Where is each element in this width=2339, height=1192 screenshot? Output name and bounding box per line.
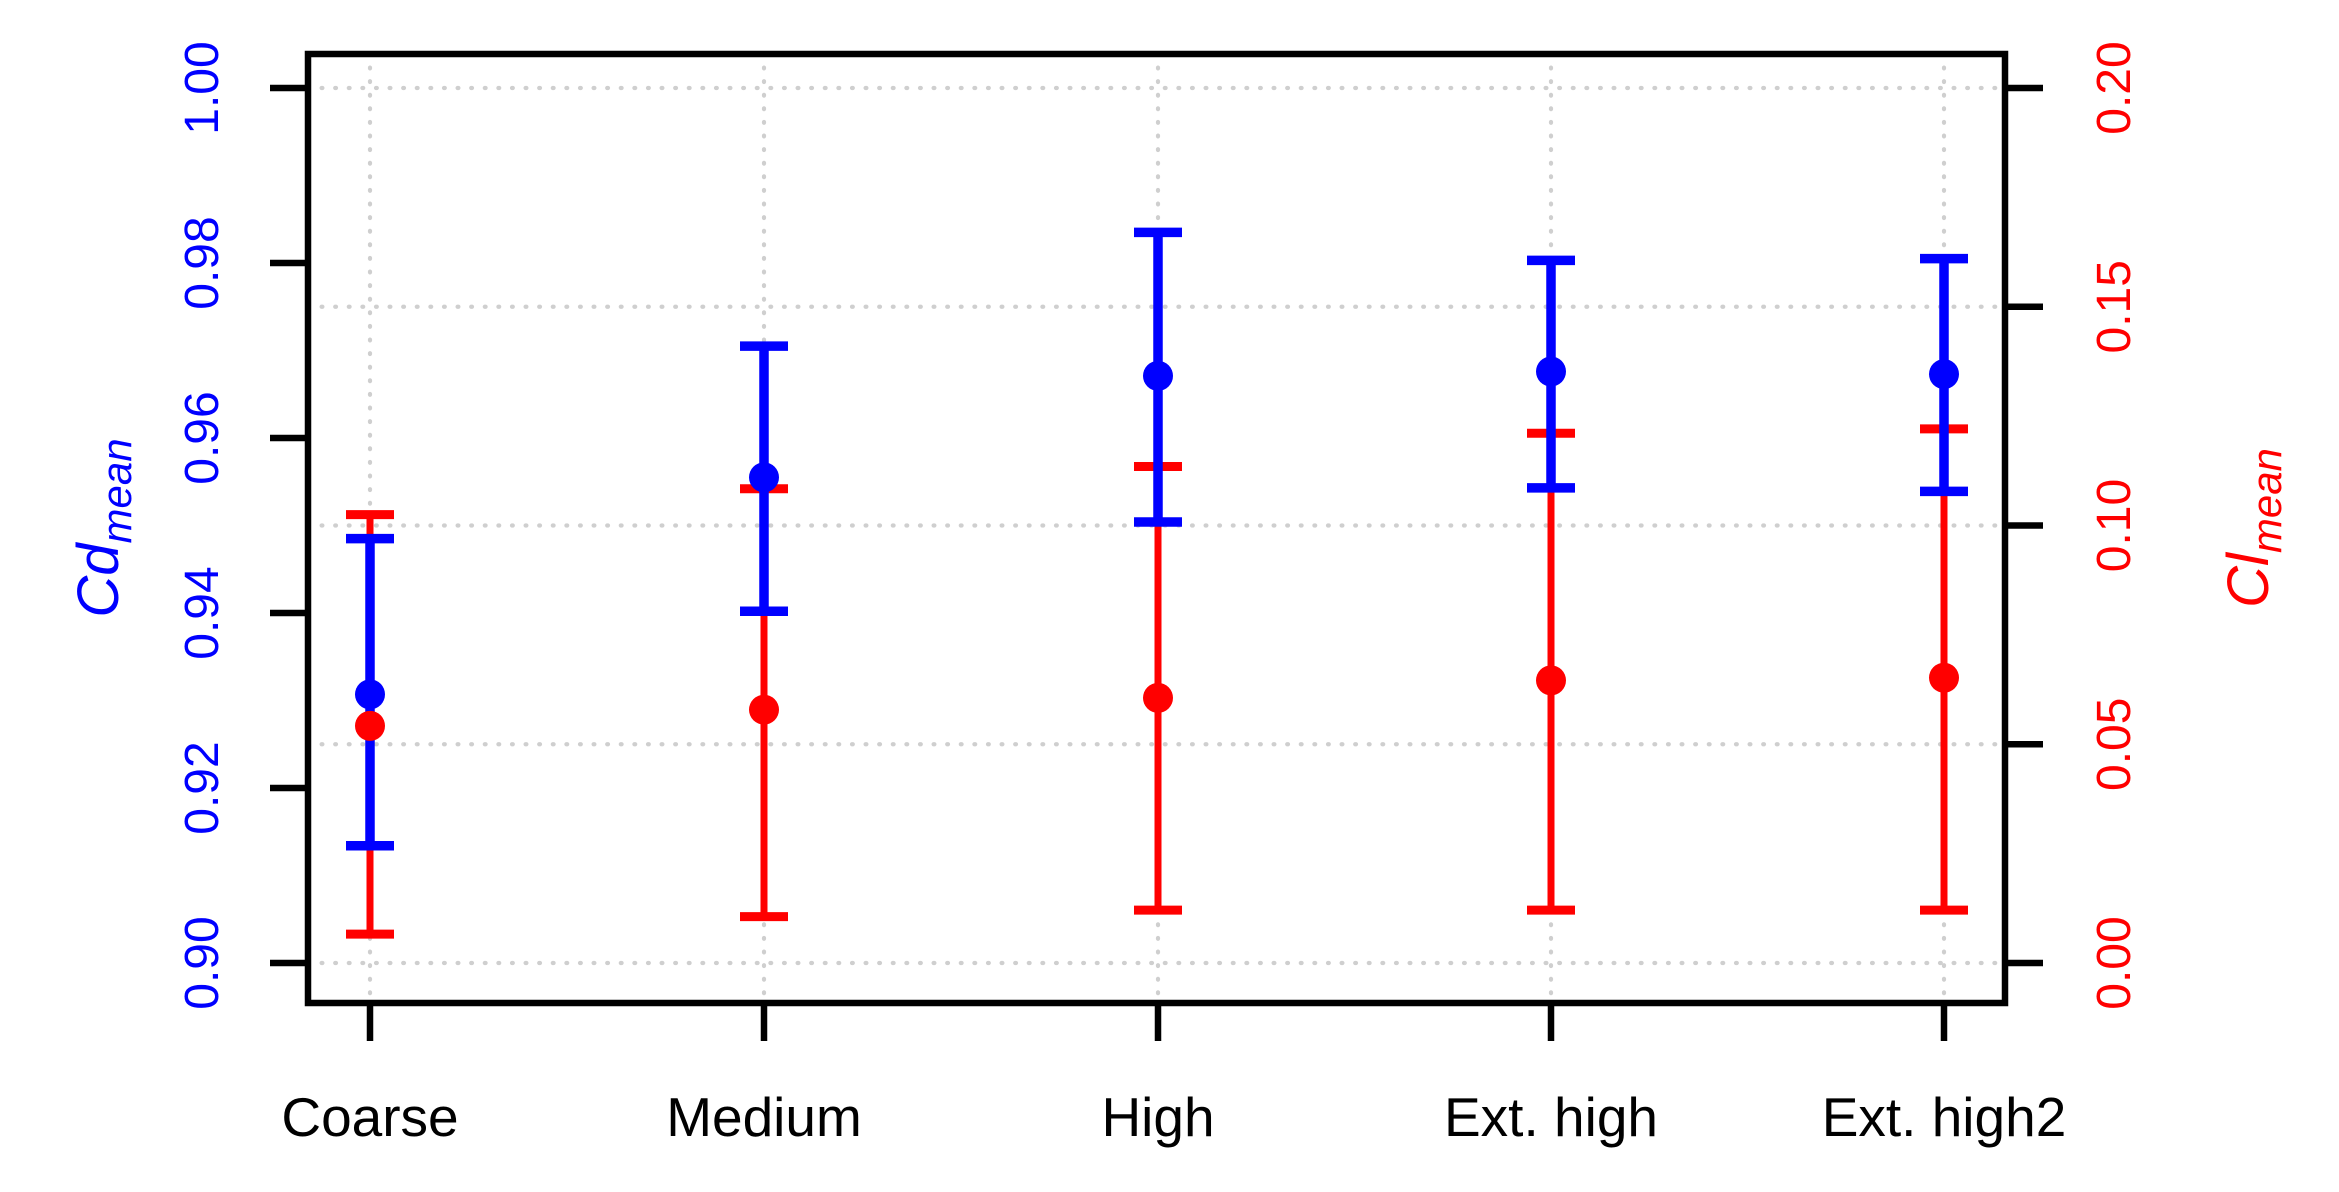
cl-mean-point [1929, 662, 1959, 693]
cl-mean-point [355, 710, 385, 741]
left-axis-title: Cdmean [66, 438, 140, 617]
right-tick-label: 0.10 [2088, 479, 2141, 572]
axis-ticks-layer [270, 84, 2043, 1041]
cd-mean-point [355, 679, 385, 710]
cd-mean-point [1536, 356, 1566, 387]
left-tick-label: 0.98 [176, 216, 229, 309]
cd-mean-point [1143, 360, 1173, 391]
cl-mean-point [1143, 682, 1173, 713]
right-axis-title: Clmean [2216, 448, 2290, 608]
x-category-label: Ext. high [1444, 1086, 1658, 1148]
left-tick-label: 0.96 [176, 391, 229, 484]
cl-points-layer [355, 662, 1959, 741]
x-category-label: Medium [666, 1086, 862, 1148]
right-tick-label: 0.00 [2088, 916, 2141, 1009]
x-category-label: Ext. high2 [1822, 1086, 2067, 1148]
cl-mean-point [1536, 665, 1566, 696]
right-tick-label: 0.15 [2088, 260, 2141, 353]
left-tick-label: 0.90 [176, 916, 229, 1009]
left-tick-label: 0.92 [176, 741, 229, 834]
left-tick-label: 0.94 [176, 566, 229, 659]
x-category-label: Coarse [281, 1086, 458, 1148]
right-tick-label: 0.05 [2088, 698, 2141, 791]
x-category-label: High [1101, 1086, 1214, 1148]
left-tick-label: 1.00 [176, 41, 229, 134]
cl-mean-point [749, 694, 779, 725]
cd-mean-point [749, 462, 779, 493]
right-tick-label: 0.20 [2088, 41, 2141, 134]
cd-points-layer [355, 356, 1959, 710]
axis-labels-layer: 0.90 0.92 0.94 0.96 0.98 1.00 0.00 0.05 0.10 0.15… [66, 41, 2290, 1148]
cd-mean-point [1929, 359, 1959, 390]
